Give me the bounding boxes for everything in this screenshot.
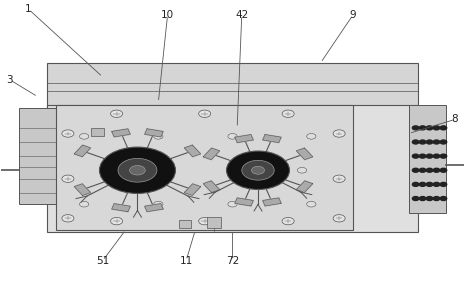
- Circle shape: [440, 197, 447, 201]
- Text: 1: 1: [25, 4, 32, 14]
- Circle shape: [412, 182, 419, 186]
- Circle shape: [419, 140, 426, 144]
- Bar: [47, 63, 418, 108]
- Circle shape: [228, 201, 237, 207]
- Polygon shape: [184, 145, 201, 157]
- Text: 51: 51: [96, 256, 109, 266]
- Circle shape: [440, 168, 447, 172]
- Circle shape: [419, 197, 426, 201]
- Circle shape: [80, 201, 89, 207]
- Circle shape: [433, 126, 440, 130]
- Circle shape: [242, 160, 274, 180]
- Circle shape: [298, 168, 307, 173]
- Bar: [47, 105, 418, 232]
- Circle shape: [426, 126, 433, 130]
- Circle shape: [419, 154, 426, 158]
- Circle shape: [154, 133, 163, 139]
- Polygon shape: [263, 198, 281, 206]
- Polygon shape: [296, 148, 313, 160]
- Polygon shape: [145, 204, 163, 212]
- Circle shape: [111, 110, 123, 117]
- Polygon shape: [203, 148, 219, 160]
- Bar: [179, 220, 191, 228]
- Circle shape: [433, 154, 440, 158]
- Circle shape: [412, 197, 419, 201]
- Circle shape: [333, 175, 345, 182]
- Circle shape: [282, 218, 294, 225]
- Circle shape: [80, 133, 89, 139]
- Circle shape: [419, 126, 426, 130]
- Circle shape: [426, 182, 433, 186]
- Circle shape: [440, 182, 447, 186]
- Polygon shape: [235, 135, 253, 143]
- Polygon shape: [203, 181, 219, 193]
- Circle shape: [62, 175, 74, 182]
- Polygon shape: [74, 184, 91, 195]
- Circle shape: [412, 154, 419, 158]
- Polygon shape: [74, 145, 91, 157]
- Circle shape: [307, 201, 316, 207]
- Circle shape: [252, 166, 265, 174]
- Circle shape: [282, 110, 294, 117]
- Circle shape: [426, 168, 433, 172]
- Circle shape: [412, 140, 419, 144]
- Bar: [207, 218, 221, 228]
- Circle shape: [226, 151, 290, 189]
- Circle shape: [62, 215, 74, 222]
- Circle shape: [228, 133, 237, 139]
- Circle shape: [130, 166, 145, 175]
- Text: 72: 72: [226, 256, 239, 266]
- Circle shape: [111, 218, 123, 225]
- Text: 8: 8: [452, 114, 458, 124]
- Bar: [19, 108, 56, 204]
- Circle shape: [433, 140, 440, 144]
- Polygon shape: [112, 204, 130, 212]
- Circle shape: [154, 201, 163, 207]
- Circle shape: [100, 147, 175, 193]
- Circle shape: [412, 168, 419, 172]
- Polygon shape: [184, 184, 201, 195]
- Bar: [56, 105, 353, 229]
- Polygon shape: [263, 135, 281, 143]
- Circle shape: [412, 126, 419, 130]
- Circle shape: [333, 130, 345, 137]
- Polygon shape: [145, 129, 163, 137]
- Circle shape: [112, 168, 121, 173]
- Circle shape: [440, 154, 447, 158]
- Circle shape: [433, 182, 440, 186]
- Circle shape: [426, 197, 433, 201]
- Circle shape: [419, 182, 426, 186]
- Circle shape: [307, 133, 316, 139]
- Circle shape: [199, 110, 211, 117]
- Circle shape: [440, 126, 447, 130]
- Polygon shape: [296, 181, 313, 193]
- Text: 9: 9: [350, 10, 356, 20]
- Bar: [409, 105, 446, 213]
- Text: 42: 42: [235, 10, 248, 20]
- Bar: [91, 128, 104, 136]
- Circle shape: [333, 215, 345, 222]
- Circle shape: [433, 168, 440, 172]
- Text: 11: 11: [179, 256, 193, 266]
- Circle shape: [426, 154, 433, 158]
- Polygon shape: [235, 198, 253, 206]
- Circle shape: [419, 168, 426, 172]
- Circle shape: [426, 140, 433, 144]
- Text: 10: 10: [161, 10, 174, 20]
- Circle shape: [433, 197, 440, 201]
- Polygon shape: [112, 129, 130, 137]
- Circle shape: [118, 158, 157, 182]
- Circle shape: [62, 130, 74, 137]
- Text: 3: 3: [7, 75, 13, 85]
- Circle shape: [199, 218, 211, 225]
- Circle shape: [440, 140, 447, 144]
